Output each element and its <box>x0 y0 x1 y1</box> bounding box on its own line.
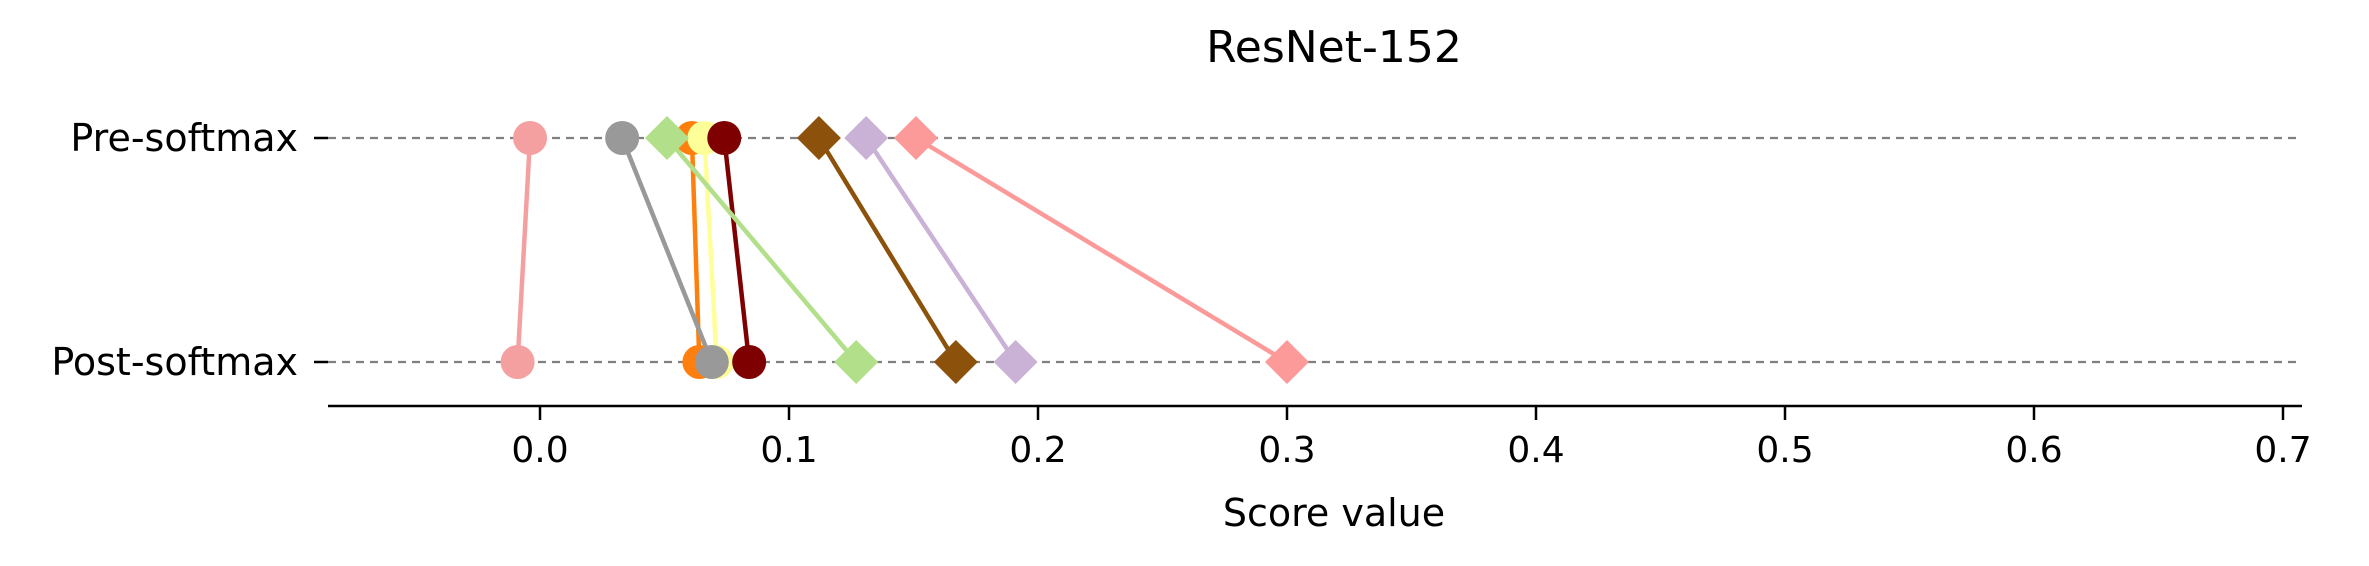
series-connector-5 <box>665 136 858 364</box>
x-tick-label: 0.2 <box>1009 430 1066 471</box>
pre-softmax-marker-0 <box>513 121 548 155</box>
post-softmax-marker-8 <box>1265 340 1309 384</box>
post-softmax-marker-5 <box>834 340 879 384</box>
pre-softmax-marker-3 <box>707 121 742 155</box>
y-tick-label: Post-softmax <box>51 340 298 384</box>
post-softmax-marker-7 <box>993 340 1038 384</box>
series-connector-6 <box>816 136 958 364</box>
series-connector-8 <box>914 136 1289 364</box>
series-markers <box>500 116 1309 384</box>
post-softmax-marker-0 <box>500 345 535 379</box>
x-axis-label: Score value <box>1223 491 1445 535</box>
series-connector-3 <box>722 137 752 363</box>
post-softmax-marker-3 <box>732 345 767 379</box>
y-category-labels: Pre-softmax Post-softmax <box>51 116 298 384</box>
pre-softmax-marker-4 <box>605 121 640 155</box>
series-connector-7 <box>864 136 1018 364</box>
y-tick-label: Pre-softmax <box>70 116 298 160</box>
x-tick-label: 0.4 <box>1507 430 1564 471</box>
pre-softmax-marker-7 <box>844 116 889 160</box>
post-softmax-marker-6 <box>933 340 978 384</box>
series-connector-4 <box>620 137 714 363</box>
series-connector-2 <box>702 137 720 363</box>
x-tick-label: 0.6 <box>2005 430 2062 471</box>
x-tick-label: 0.3 <box>1258 430 1315 471</box>
pre-softmax-marker-8 <box>893 116 938 160</box>
x-tick-label: 0.1 <box>760 430 817 471</box>
x-axis: 0.0 0.1 0.2 0.3 0.4 0.5 0.6 0.7 <box>328 404 2312 471</box>
chart-title: ResNet-152 <box>1206 22 1462 73</box>
pre-softmax-marker-5 <box>644 116 689 160</box>
x-tick-label: 0.7 <box>2254 430 2311 471</box>
pre-softmax-marker-6 <box>796 116 841 160</box>
category-gridlines <box>314 136 2302 364</box>
x-tick-label: 0.5 <box>1756 430 1813 471</box>
series-connector-0 <box>515 137 533 363</box>
post-softmax-marker-4 <box>694 345 729 379</box>
x-tick-label: 0.0 <box>511 430 568 471</box>
